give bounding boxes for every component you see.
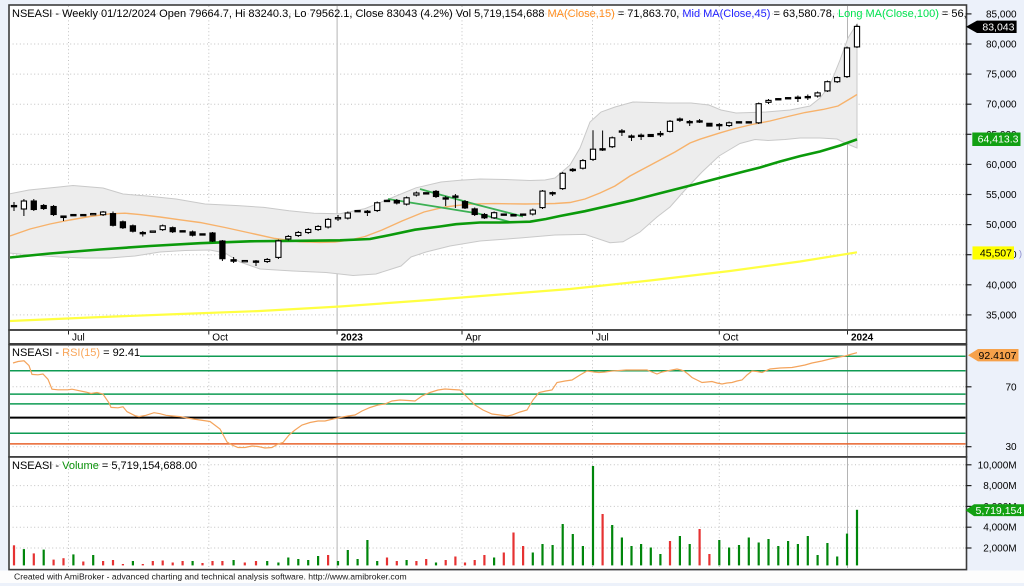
svg-text:30: 30 [1005,442,1017,453]
svg-text:80,000: 80,000 [986,40,1017,51]
svg-text:Oct: Oct [212,333,228,344]
svg-text:Apr: Apr [466,333,482,344]
svg-text:60,000: 60,000 [986,160,1017,171]
svg-text:83,043: 83,043 [982,22,1014,34]
svg-text:Created with AmiBroker - advan: Created with AmiBroker - advanced charti… [14,572,407,582]
svg-text:40,000: 40,000 [986,280,1017,291]
svg-text:64,413.3: 64,413.3 [978,134,1019,146]
svg-text:50,000: 50,000 [986,220,1017,231]
svg-text:NSEASI - Weekly 01/12/2024 Ope: NSEASI - Weekly 01/12/2024 Open 79664.7,… [12,8,967,20]
svg-text:Jul: Jul [72,333,85,344]
svg-text:70,000: 70,000 [986,100,1017,111]
svg-text:10,000M: 10,000M [978,460,1017,471]
svg-text:): ) [1019,248,1022,258]
svg-text:2023: 2023 [341,333,364,344]
svg-text:2,000M: 2,000M [983,544,1016,555]
svg-text:4,000M: 4,000M [983,523,1016,534]
svg-text:35,000: 35,000 [986,310,1017,321]
svg-text:75,000: 75,000 [986,70,1017,81]
svg-text:55,000: 55,000 [986,190,1017,201]
svg-text:NSEASI - Volume = 5,719,154,68: NSEASI - Volume = 5,719,154,688.00 [12,460,197,472]
svg-text:45,507: 45,507 [980,247,1012,259]
svg-text:70: 70 [1005,382,1017,393]
svg-text:NSEASI - RSI(15) = 92.41: NSEASI - RSI(15) = 92.41 [12,347,140,359]
svg-text:Jul: Jul [596,333,609,344]
svg-text:2024: 2024 [851,333,874,344]
svg-text:92.4107: 92.4107 [979,350,1017,362]
svg-text:5,719,154: 5,719,154 [976,505,1023,517]
svg-text:8,000M: 8,000M [983,481,1016,492]
svg-text:Oct: Oct [723,333,739,344]
svg-text:85,000: 85,000 [986,9,1017,20]
